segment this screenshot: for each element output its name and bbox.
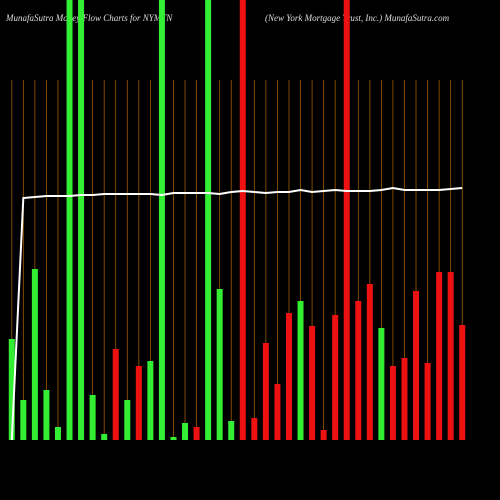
bar (158, 0, 165, 440)
bar (228, 421, 235, 440)
bar (274, 384, 281, 440)
bar (447, 272, 454, 440)
bar (436, 272, 443, 440)
bar (101, 434, 108, 440)
bar (170, 437, 177, 440)
bar (43, 390, 50, 440)
bar (401, 358, 408, 440)
bar (124, 400, 131, 440)
bar (366, 284, 373, 440)
bar (378, 328, 385, 440)
bar (193, 427, 200, 440)
bar (285, 313, 292, 440)
chart-subtitle: (New York Mortgage Trust, Inc.) MunafaSu… (265, 13, 450, 23)
bar (297, 301, 304, 440)
bar (320, 430, 327, 440)
bar (239, 0, 246, 440)
bar (262, 343, 269, 440)
bar (66, 0, 73, 440)
bar (89, 395, 96, 440)
bar (20, 400, 27, 440)
bar (389, 366, 396, 440)
bar (54, 427, 61, 440)
bar (332, 315, 339, 440)
flow-line (10, 186, 463, 441)
bar (343, 0, 350, 440)
bar (309, 326, 316, 440)
bar (216, 289, 223, 440)
bar (355, 301, 362, 440)
bar (78, 0, 85, 440)
bar (424, 363, 431, 440)
bar (135, 366, 142, 440)
chart-title: MunafaSutra Money Flow Charts for NYMTN (5, 13, 173, 23)
bar (413, 291, 420, 440)
bar (147, 361, 154, 440)
bar (251, 418, 258, 440)
bar (182, 423, 189, 440)
bar (31, 269, 38, 440)
bar (205, 0, 212, 440)
bar (112, 349, 119, 440)
bar (8, 339, 15, 440)
bar (459, 325, 466, 440)
